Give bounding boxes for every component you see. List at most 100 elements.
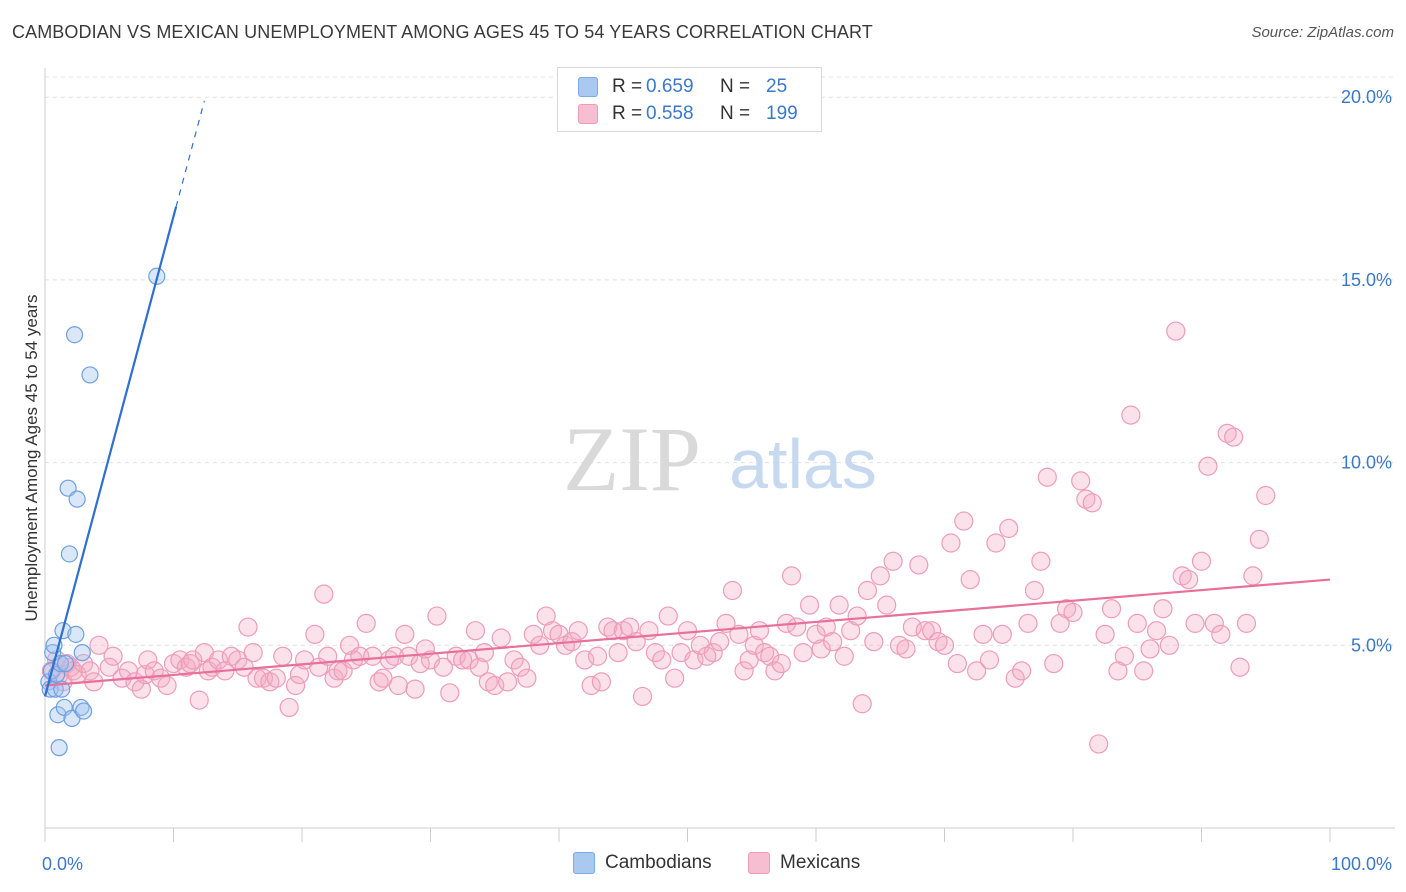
x-tick-label: 100.0% [1331, 854, 1392, 874]
mexicans-point [285, 675, 306, 696]
mexicans-point [591, 672, 612, 692]
mexicans-point [852, 694, 872, 714]
mexicans-point [915, 621, 935, 641]
mexicans-point [909, 555, 929, 575]
mexicans-point [1018, 613, 1038, 633]
mexicans-point [266, 668, 286, 688]
legend-row-cambodians: R = 0.659 N = 25 [578, 76, 787, 98]
mexicans-point [247, 668, 267, 688]
mexicans-point [829, 595, 849, 615]
mexicans-point [608, 643, 628, 663]
mexicans-point [760, 646, 780, 666]
x-tick-label: 0.0% [42, 854, 83, 874]
mexicans-point [999, 518, 1019, 538]
mexicans-point [877, 595, 897, 615]
mexicans-point [613, 621, 633, 641]
legend-row-mexicans: R = 0.558 N = 199 [578, 103, 798, 125]
y-tick-label: 10.0% [1341, 453, 1392, 473]
cambodians-point [65, 326, 84, 344]
mexicans-point [811, 639, 831, 659]
mexicans-point [189, 690, 209, 710]
mexicans-point [857, 580, 878, 601]
legend-n-value: 25 [766, 76, 788, 97]
legend: R = 0.659 N = 25 R = 0.558 N = 199 [557, 67, 822, 132]
mexicans-point [485, 675, 505, 696]
mexicans-point [1230, 657, 1250, 677]
mexicans-point [1044, 653, 1064, 674]
y-axis-label: Unemployment Among Ages 45 to 54 years [22, 295, 41, 622]
legend-n-label: N = [720, 76, 751, 97]
mexicans-point [1031, 551, 1051, 571]
mexicans-point [1249, 529, 1269, 549]
legend-swatch-cambodians [578, 77, 598, 97]
mexicans-point [388, 675, 408, 696]
mexicans-point [587, 646, 608, 666]
mexicans-point [734, 661, 754, 681]
cambodians-trendline-extension [175, 100, 205, 208]
mexicans-point [373, 668, 393, 688]
mexicans-point [598, 617, 618, 637]
mexicans-point [652, 650, 672, 670]
mexicans-point [883, 551, 903, 571]
mexicans-point [305, 624, 325, 644]
mexicans-point [896, 639, 916, 659]
mexicans-point [555, 635, 576, 655]
watermark-atlas: atlas [729, 425, 877, 503]
mexicans-point [986, 533, 1006, 553]
mexicans-point [176, 657, 196, 677]
mexicans-point [1172, 566, 1192, 586]
mexicans-point [665, 668, 685, 688]
mexicans-point [1224, 427, 1244, 447]
mexicans-point [787, 617, 807, 637]
mexicans-point [799, 595, 820, 615]
bottom-legend: Cambodians Mexicans [0, 852, 1406, 876]
mexicans-point [1095, 624, 1115, 644]
cambodians-point [73, 644, 91, 662]
mexicans-point [369, 672, 389, 692]
mexicans-point [834, 646, 854, 666]
mexicans-point [433, 657, 453, 677]
mexicans-point [697, 646, 717, 666]
mexicans-point [967, 661, 987, 681]
mexicans-point [1204, 613, 1224, 633]
bottom-legend-swatch-mexicans [748, 852, 770, 874]
watermark-zip: ZIP [563, 408, 701, 510]
mexicans-point [395, 624, 415, 644]
bottom-legend-mexicans: Mexicans [748, 852, 860, 874]
mexicans-point [1121, 405, 1141, 425]
mexicans-point [645, 643, 665, 663]
mexicans-point [1114, 646, 1135, 666]
mexicans-point [314, 584, 334, 604]
mexicans-point [73, 653, 94, 674]
mexicans-point [973, 624, 993, 644]
mexicans-point [1076, 489, 1096, 509]
mexicans-point [581, 675, 601, 696]
mexicans-point [103, 646, 123, 666]
mexicans-point [221, 646, 241, 666]
mexicans-point [440, 683, 460, 703]
mexicans-point [1185, 613, 1205, 633]
mexicans-point [744, 635, 764, 655]
mexicans-point [902, 617, 922, 637]
mexicans-point [658, 606, 678, 626]
mexicans-point [1071, 471, 1091, 491]
legend-r-value: 0.558 [646, 103, 694, 124]
mexicans-point [793, 643, 813, 663]
mexicans-point [1024, 580, 1045, 601]
mexicans-point [1005, 668, 1025, 688]
mexicans-point [823, 632, 843, 652]
cambodians-point [68, 490, 86, 508]
mexicans-point [1159, 635, 1179, 655]
mexicans-point [99, 657, 119, 677]
mexicans-point [864, 632, 884, 652]
mexicans-point [979, 650, 1000, 670]
mexicans-point [632, 686, 653, 707]
mexicans-point [1243, 566, 1263, 586]
mexicans-point [243, 643, 263, 663]
mexicans-point [151, 668, 171, 688]
mexicans-point [163, 653, 184, 674]
bottom-legend-swatch-cambodians [573, 852, 595, 874]
mexicans-point [1153, 599, 1173, 619]
y-tick-label: 20.0% [1341, 87, 1392, 107]
